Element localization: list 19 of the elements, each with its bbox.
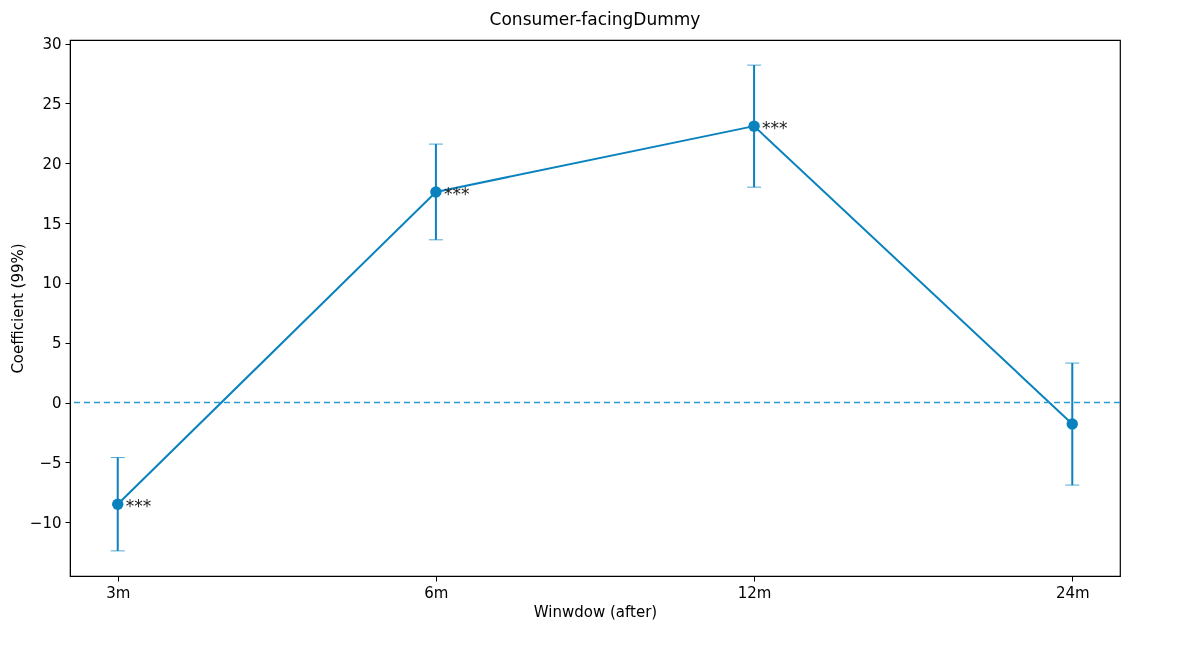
y-tick-label: 0	[51, 394, 62, 413]
y-tick-label: −10	[29, 513, 62, 532]
y-tick-label: 20	[42, 154, 62, 173]
chart-title: Consumer-facingDummy	[489, 8, 701, 29]
y-tick-label: 25	[42, 94, 62, 113]
x-axis-title: Winwdow (after)	[533, 602, 658, 621]
y-tick-label: 5	[51, 334, 62, 353]
x-tick-label: 24m	[1055, 583, 1090, 602]
y-tick-label: −5	[39, 453, 62, 472]
y-tick-label: 10	[42, 274, 62, 293]
x-tick-label: 3m	[106, 583, 131, 602]
x-tick-label: 6m	[424, 583, 449, 602]
x-tick-label: 12m	[737, 583, 772, 602]
annotation: ***	[125, 496, 152, 517]
y-axis-title: Coefficient (99%)	[8, 243, 27, 374]
annotation: ***	[762, 118, 788, 139]
y-tick-label: 30	[42, 35, 62, 54]
annotation: ***	[443, 183, 470, 204]
y-tick-label: 15	[42, 214, 62, 233]
